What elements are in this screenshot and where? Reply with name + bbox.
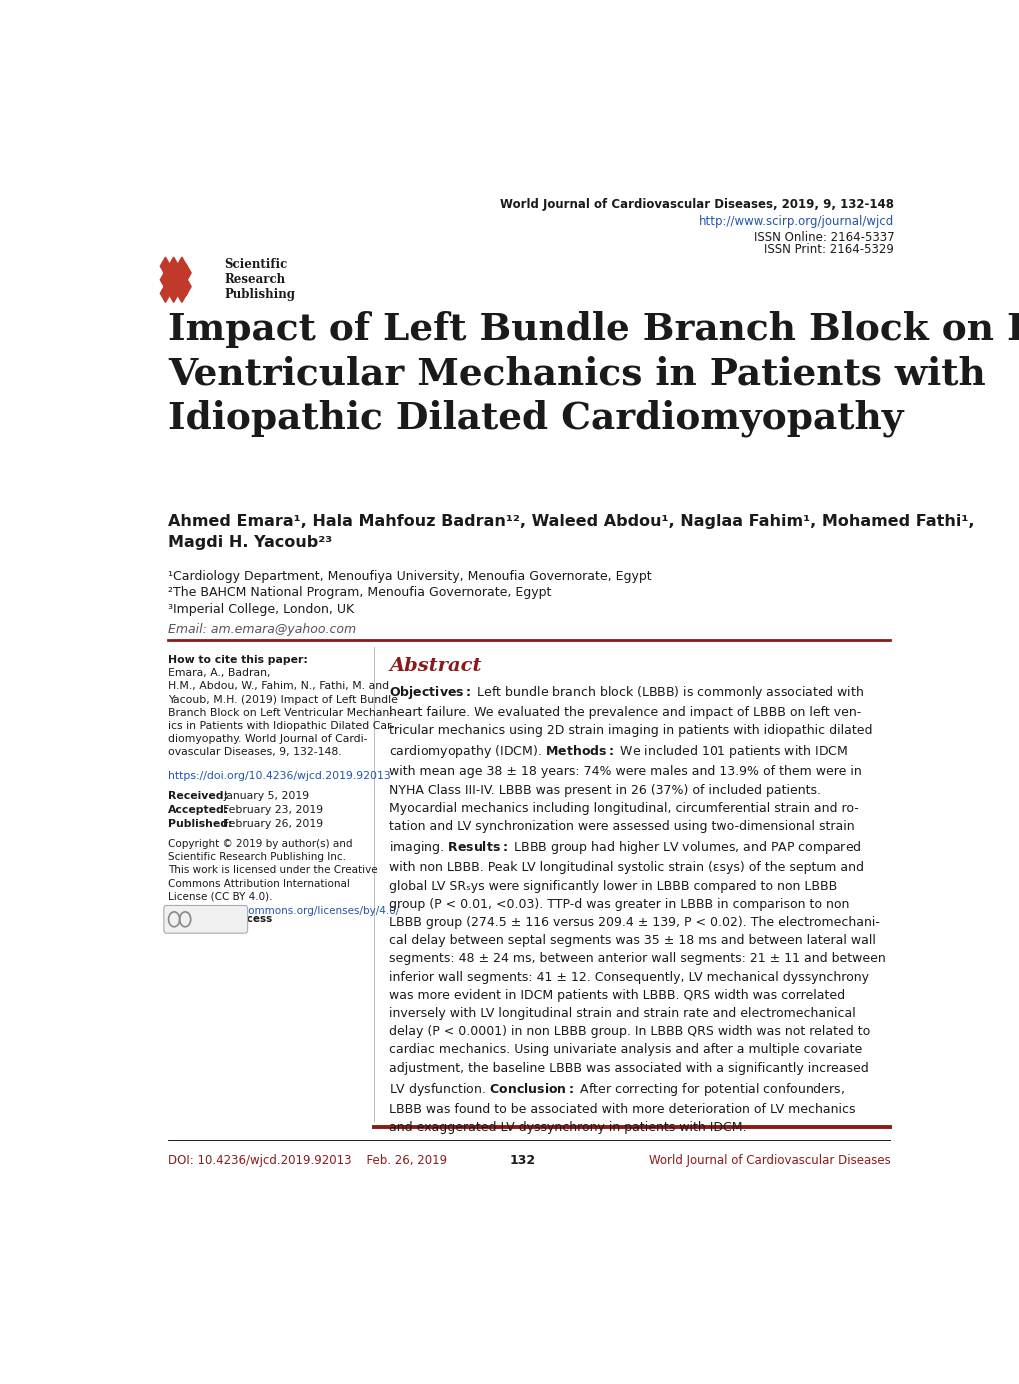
Text: Published:: Published: bbox=[168, 819, 232, 829]
Text: https://doi.org/10.4236/wjcd.2019.92013: https://doi.org/10.4236/wjcd.2019.92013 bbox=[168, 771, 390, 782]
Text: 132: 132 bbox=[510, 1154, 535, 1167]
Text: Accepted:: Accepted: bbox=[168, 805, 229, 815]
Text: World Journal of Cardiovascular Diseases: World Journal of Cardiovascular Diseases bbox=[648, 1154, 890, 1167]
Polygon shape bbox=[176, 271, 186, 289]
Text: ISSN Print: 2164-5329: ISSN Print: 2164-5329 bbox=[763, 244, 894, 256]
Polygon shape bbox=[172, 278, 182, 296]
Text: Scientific
Research
Publishing: Scientific Research Publishing bbox=[224, 259, 296, 302]
Text: World Journal of Cardiovascular Diseases, 2019, 9, 132-148: World Journal of Cardiovascular Diseases… bbox=[499, 198, 894, 212]
Polygon shape bbox=[176, 257, 186, 275]
Text: ¹Cardiology Department, Menoufiya University, Menoufia Governorate, Egypt: ¹Cardiology Department, Menoufiya Univer… bbox=[168, 570, 651, 583]
Text: Abstract: Abstract bbox=[389, 657, 482, 675]
Text: ISSN Online: 2164-5337: ISSN Online: 2164-5337 bbox=[753, 231, 894, 244]
Polygon shape bbox=[172, 264, 182, 282]
Polygon shape bbox=[164, 278, 174, 296]
Text: Open Access: Open Access bbox=[198, 915, 272, 925]
Polygon shape bbox=[164, 264, 174, 282]
FancyBboxPatch shape bbox=[164, 905, 248, 933]
Polygon shape bbox=[168, 257, 178, 275]
Text: Copyright © 2019 by author(s) and
Scientific Research Publishing Inc.
This work : Copyright © 2019 by author(s) and Scient… bbox=[168, 839, 377, 902]
Polygon shape bbox=[160, 284, 170, 303]
Text: ³Imperial College, London, UK: ³Imperial College, London, UK bbox=[168, 603, 354, 616]
Text: February 26, 2019: February 26, 2019 bbox=[223, 819, 323, 829]
Polygon shape bbox=[160, 271, 170, 289]
Text: http://www.scirp.org/journal/wjcd: http://www.scirp.org/journal/wjcd bbox=[698, 216, 894, 228]
Text: DOI: 10.4236/wjcd.2019.92013    Feb. 26, 2019: DOI: 10.4236/wjcd.2019.92013 Feb. 26, 20… bbox=[168, 1154, 446, 1167]
Polygon shape bbox=[180, 278, 191, 296]
Text: ²The BAHCM National Program, Menoufia Governorate, Egypt: ²The BAHCM National Program, Menoufia Go… bbox=[168, 587, 550, 599]
Text: How to cite this paper:: How to cite this paper: bbox=[168, 655, 308, 666]
Text: February 23, 2019: February 23, 2019 bbox=[223, 805, 323, 815]
Polygon shape bbox=[168, 284, 178, 303]
Text: Received:: Received: bbox=[168, 792, 227, 801]
Text: Impact of Left Bundle Branch Block on Left
Ventricular Mechanics in Patients wit: Impact of Left Bundle Branch Block on Le… bbox=[168, 311, 1019, 437]
Text: Emara, A., Badran,
H.M., Abdou, W., Fahim, N., Fathi, M. and
Yacoub, M.H. (2019): Emara, A., Badran, H.M., Abdou, W., Fahi… bbox=[168, 668, 397, 757]
Text: Ahmed Emara¹, Hala Mahfouz Badran¹², Waleed Abdou¹, Naglaa Fahim¹, Mohamed Fathi: Ahmed Emara¹, Hala Mahfouz Badran¹², Wal… bbox=[168, 513, 973, 549]
Polygon shape bbox=[176, 284, 186, 303]
Polygon shape bbox=[180, 264, 191, 282]
Text: http://creativecommons.org/licenses/by/4.0/: http://creativecommons.org/licenses/by/4… bbox=[168, 907, 398, 916]
Text: January 5, 2019: January 5, 2019 bbox=[223, 792, 309, 801]
Polygon shape bbox=[160, 257, 170, 275]
Text: $\bf{Objectives:}$ Left bundle branch block (LBBB) is commonly associated with
h: $\bf{Objectives:}$ Left bundle branch bl… bbox=[389, 684, 886, 1135]
Text: Email: am.emara@yahoo.com: Email: am.emara@yahoo.com bbox=[168, 623, 356, 637]
Polygon shape bbox=[168, 271, 178, 289]
Text: CC: CC bbox=[172, 916, 182, 922]
